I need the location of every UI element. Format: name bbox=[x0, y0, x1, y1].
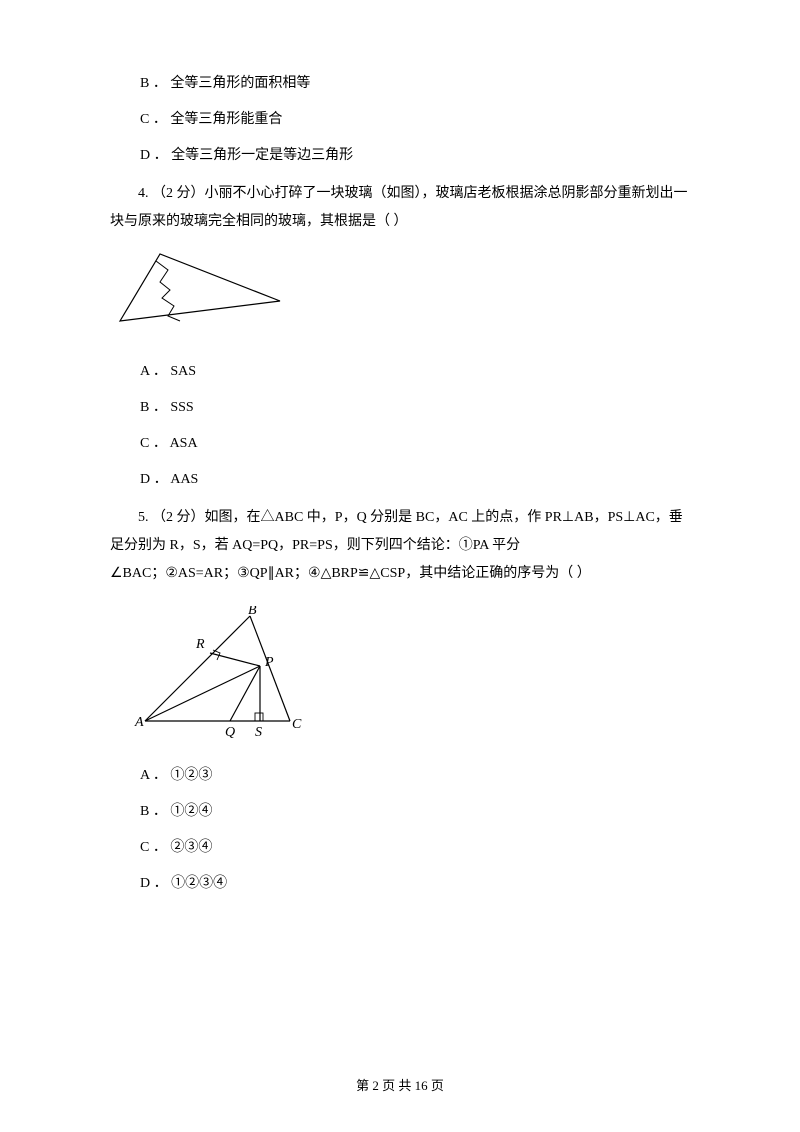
q4-option-d: D ． AAS bbox=[110, 468, 690, 488]
q5-option-a: A ． ①②③ bbox=[110, 764, 690, 784]
label-s: S bbox=[255, 725, 262, 740]
broken-triangle-icon bbox=[110, 246, 290, 341]
q4-figure bbox=[110, 246, 690, 346]
q5-figure: A B C P Q R S bbox=[130, 606, 690, 746]
q5-text: 5. （2 分）如图，在△ABC 中，P，Q 分别是 BC，AC 上的点，作 P… bbox=[110, 504, 690, 588]
q4-option-b: B ． SSS bbox=[110, 396, 690, 416]
label-a: A bbox=[134, 715, 144, 730]
label-b: B bbox=[248, 606, 257, 618]
q5-option-c: C ． ②③④ bbox=[110, 836, 690, 856]
label-c: C bbox=[292, 717, 302, 732]
q3-option-d: D ． 全等三角形一定是等边三角形 bbox=[110, 144, 690, 164]
label-p: P bbox=[264, 655, 274, 670]
q4-option-c: C ． ASA bbox=[110, 432, 690, 452]
label-q: Q bbox=[225, 725, 235, 740]
q5-option-b: B ． ①②④ bbox=[110, 800, 690, 820]
label-r: R bbox=[195, 637, 205, 652]
page-footer: 第 2 页 共 16 页 bbox=[0, 1075, 800, 1094]
q4-text: 4. （2 分）小丽不小心打碎了一块玻璃（如图），玻璃店老板根据涂总阴影部分重新… bbox=[110, 180, 690, 236]
q3-option-c: C ． 全等三角形能重合 bbox=[110, 108, 690, 128]
q4-option-a: A ． SAS bbox=[110, 360, 690, 380]
triangle-abc-icon: A B C P Q R S bbox=[130, 606, 330, 741]
q5-option-d: D ． ①②③④ bbox=[110, 872, 690, 892]
page-content: B ． 全等三角形的面积相等 C ． 全等三角形能重合 D ． 全等三角形一定是… bbox=[0, 0, 800, 948]
q3-option-b: B ． 全等三角形的面积相等 bbox=[110, 72, 690, 92]
